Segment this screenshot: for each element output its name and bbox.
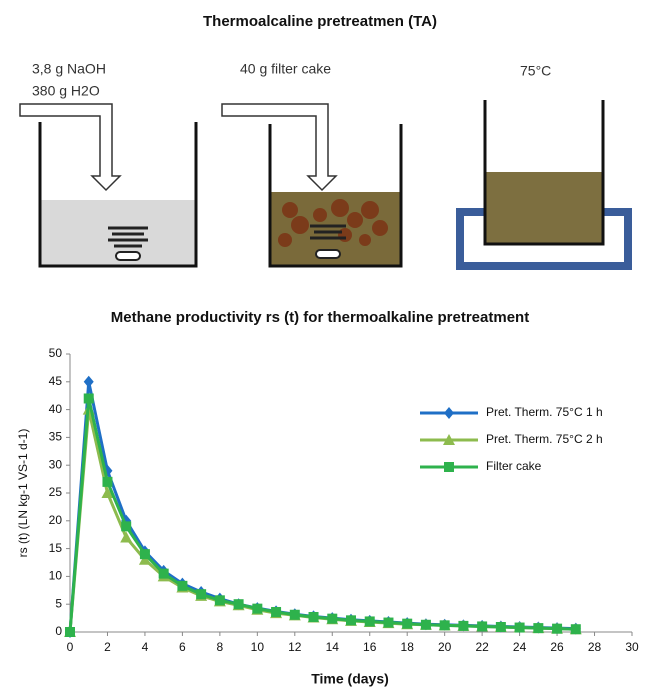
label: 3,8 g NaOH [32, 61, 106, 77]
marker [309, 612, 319, 622]
y-tick-label: 10 [49, 569, 63, 583]
marker [327, 614, 337, 624]
beaker-3 [460, 100, 628, 266]
marker [121, 521, 131, 531]
x-tick-label: 24 [513, 640, 527, 654]
label: 75°C [520, 63, 551, 79]
legend-marker [444, 407, 454, 419]
marker [290, 610, 300, 620]
legend-label: Pret. Therm. 75°C 1 h [486, 405, 603, 419]
marker [159, 569, 169, 579]
marker [515, 623, 525, 633]
marker [102, 477, 112, 487]
figure: Thermoalcaline pretreatmen (TA) 3,8 g Na… [0, 0, 646, 690]
x-tick-label: 18 [401, 640, 415, 654]
legend-label: Filter cake [486, 459, 542, 473]
y-tick-label: 0 [55, 624, 62, 638]
marker [215, 595, 225, 605]
x-tick-label: 22 [475, 640, 489, 654]
marker [458, 621, 468, 631]
x-tick-label: 30 [625, 640, 639, 654]
marker [402, 619, 412, 629]
y-tick-label: 30 [49, 457, 63, 471]
marker [533, 623, 543, 633]
marker [421, 620, 431, 630]
marker [84, 393, 94, 403]
y-tick-label: 20 [49, 513, 63, 527]
x-tick-label: 2 [104, 640, 111, 654]
diagram-title: Thermoalcaline pretreatmen (TA) [203, 13, 437, 30]
legend-label: Pret. Therm. 75°C 2 h [486, 432, 603, 446]
y-tick-label: 5 [55, 596, 62, 610]
label: 380 g H2O [32, 83, 100, 99]
x-tick-label: 4 [142, 640, 149, 654]
y-tick-label: 45 [49, 374, 63, 388]
y-axis-title: rs (t) (LN kg-1 VS-1 d-1) [16, 429, 30, 558]
marker [552, 624, 562, 634]
label: 40 g filter cake [240, 61, 331, 77]
legend-marker [444, 462, 454, 472]
marker [571, 624, 581, 634]
marker [196, 589, 206, 599]
beaker-1 [20, 104, 196, 266]
marker [252, 604, 262, 614]
x-tick-label: 20 [438, 640, 452, 654]
y-tick-label: 15 [49, 541, 63, 555]
marker [177, 581, 187, 591]
marker [346, 615, 356, 625]
x-tick-label: 14 [326, 640, 340, 654]
x-tick-label: 28 [588, 640, 602, 654]
x-tick-label: 8 [217, 640, 224, 654]
y-tick-label: 25 [49, 485, 63, 499]
marker [440, 620, 450, 630]
marker [477, 621, 487, 631]
marker [234, 599, 244, 609]
x-tick-label: 26 [550, 640, 564, 654]
x-tick-label: 6 [179, 640, 186, 654]
marker [271, 607, 281, 617]
marker [496, 622, 506, 632]
marker [84, 376, 94, 388]
marker [383, 618, 393, 628]
y-tick-label: 35 [49, 430, 63, 444]
series-line [70, 382, 576, 632]
marker [65, 627, 75, 637]
x-axis-title: Time (days) [311, 671, 389, 687]
x-tick-label: 10 [251, 640, 265, 654]
x-tick-label: 0 [67, 640, 74, 654]
x-tick-label: 16 [363, 640, 377, 654]
x-tick-label: 12 [288, 640, 302, 654]
chart-title: Methane productivity rs (t) for thermoal… [111, 309, 529, 326]
marker [140, 549, 150, 559]
y-tick-label: 50 [49, 346, 63, 360]
marker [365, 616, 375, 626]
y-tick-label: 40 [49, 402, 63, 416]
beaker-2 [222, 104, 401, 266]
page: {"diagram": {"title": "Thermoalcaline pr… [0, 0, 646, 690]
